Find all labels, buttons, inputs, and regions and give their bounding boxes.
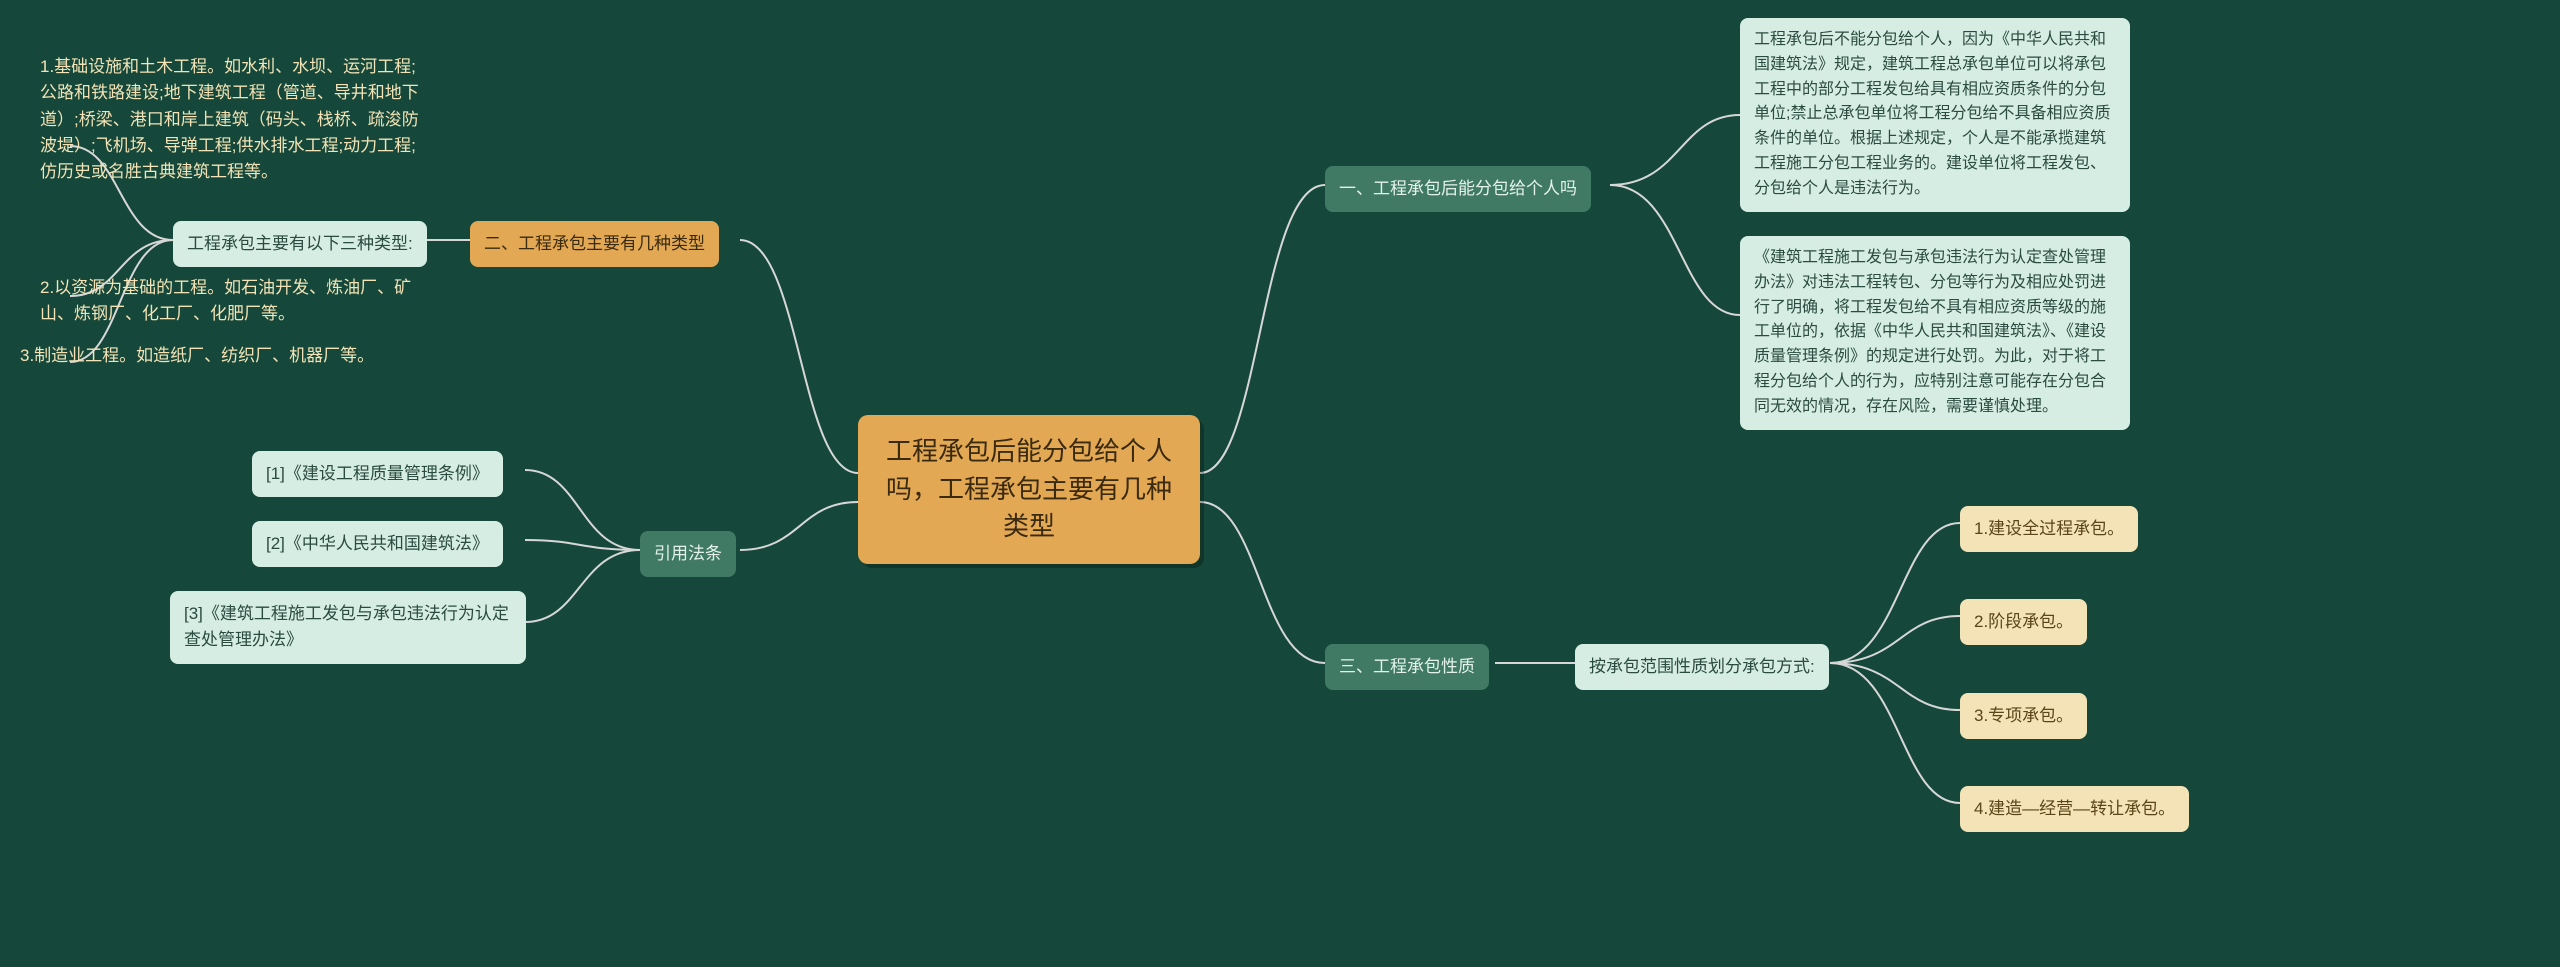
branch-3-leaf-4[interactable]: 4.建造—经营—转让承包。 — [1960, 786, 2189, 832]
root-line2: 吗，工程承包主要有几种 — [880, 471, 1178, 509]
branch-1[interactable]: 一、工程承包后能分包给个人吗 — [1325, 166, 1591, 212]
branch-1-leaf-1[interactable]: 工程承包后不能分包给个人，因为《中华人民共和国建筑法》规定，建筑工程总承包单位可… — [1740, 18, 2130, 212]
branch-4-leaf-1[interactable]: [1]《建设工程质量管理条例》 — [252, 451, 503, 497]
branch-3-leaf-3[interactable]: 3.专项承包。 — [1960, 693, 2087, 739]
branch-2-leaf-1[interactable]: 1.基础设施和土木工程。如水利、水坝、运河工程;公路和铁路建设;地下建筑工程（管… — [40, 54, 420, 186]
root-topic[interactable]: 工程承包后能分包给个人 吗，工程承包主要有几种 类型 — [858, 415, 1200, 564]
branch-3-leaf-2[interactable]: 2.阶段承包。 — [1960, 599, 2087, 645]
branch-2-leaf-3[interactable]: 3.制造业工程。如造纸厂、纺织厂、机器厂等。 — [20, 343, 420, 369]
branch-4[interactable]: 引用法条 — [640, 531, 736, 577]
branch-1-leaf-2[interactable]: 《建筑工程施工发包与承包违法行为认定查处管理办法》对违法工程转包、分包等行为及相… — [1740, 236, 2130, 430]
root-line3: 类型 — [880, 508, 1178, 546]
branch-2[interactable]: 二、工程承包主要有几种类型 — [470, 221, 719, 267]
branch-3-sub[interactable]: 按承包范围性质划分承包方式: — [1575, 644, 1829, 690]
branch-4-leaf-3[interactable]: [3]《建筑工程施工发包与承包违法行为认定查处管理办法》 — [170, 591, 526, 664]
branch-4-leaf-2[interactable]: [2]《中华人民共和国建筑法》 — [252, 521, 503, 567]
branch-3-leaf-1[interactable]: 1.建设全过程承包。 — [1960, 506, 2138, 552]
root-line1: 工程承包后能分包给个人 — [880, 433, 1178, 471]
branch-2-leaf-2[interactable]: 2.以资源为基础的工程。如石油开发、炼油厂、矿山、炼钢厂、化工厂、化肥厂等。 — [40, 275, 420, 328]
branch-2-sub[interactable]: 工程承包主要有以下三种类型: — [173, 221, 427, 267]
branch-3[interactable]: 三、工程承包性质 — [1325, 644, 1489, 690]
